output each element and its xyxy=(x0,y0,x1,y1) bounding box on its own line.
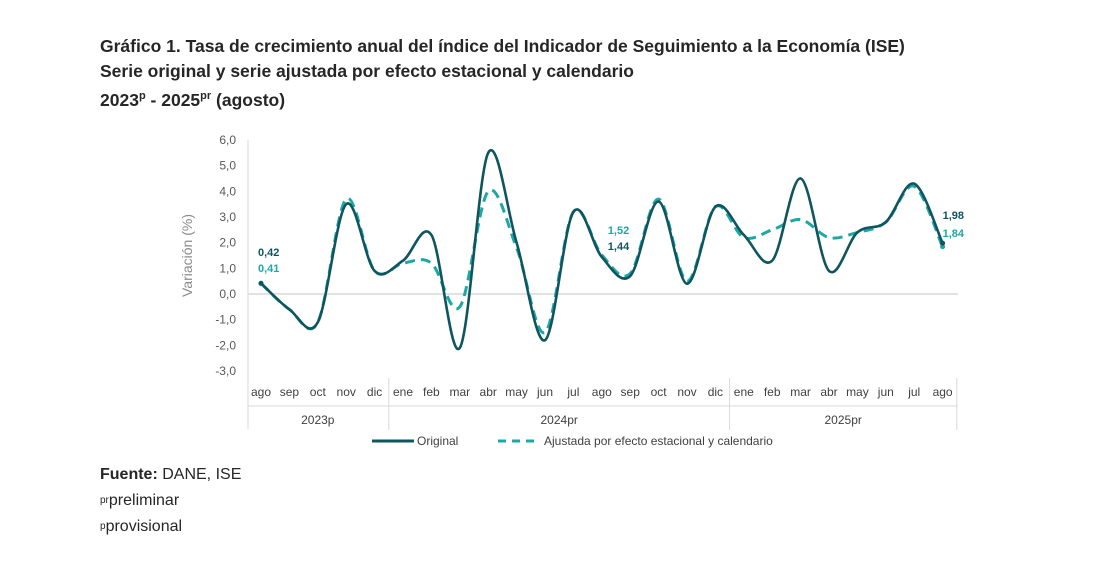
x-tick-label: mar xyxy=(449,385,470,399)
y-tick-label: 2,0 xyxy=(219,236,236,250)
source-notes: Fuente: DANE, ISE prpreliminar pprovisio… xyxy=(100,462,241,540)
x-tick-label: may xyxy=(846,385,869,399)
x-tick-label: dic xyxy=(367,385,382,399)
x-tick-label: nov xyxy=(337,385,356,399)
title-line-1: Gráfico 1. Tasa de crecimiento anual del… xyxy=(100,36,905,56)
data-label: 1,84 xyxy=(943,228,965,240)
chart-title: Gráfico 1. Tasa de crecimiento anual del… xyxy=(100,34,905,113)
endpoint-marker xyxy=(940,240,946,246)
year-group-label: 2025pr xyxy=(825,413,862,427)
series-line-original xyxy=(260,149,944,351)
x-tick-label: mar xyxy=(790,385,811,399)
y-tick-label: 0,0 xyxy=(219,287,236,301)
data-label: 1,44 xyxy=(608,241,630,253)
y-tick-label: 1,0 xyxy=(219,261,236,275)
x-tick-label: jul xyxy=(907,385,920,399)
data-label: 0,42 xyxy=(258,247,279,259)
legend-label-ajustada: Ajustada por efecto estacional y calenda… xyxy=(544,434,773,448)
series-line-ajustada xyxy=(259,184,944,335)
x-tick-label: feb xyxy=(764,385,781,399)
y-tick-label: -3,0 xyxy=(215,364,236,378)
data-label: 1,52 xyxy=(608,225,629,237)
y-tick-label: -2,0 xyxy=(215,338,236,352)
y-tick-label: 5,0 xyxy=(219,159,236,173)
x-tick-label: ago xyxy=(933,385,953,399)
x-tick-label: sep xyxy=(621,385,641,399)
note-preliminar: prpreliminar xyxy=(100,492,180,509)
y-tick-label: 6,0 xyxy=(219,133,236,147)
x-tick-label: ago xyxy=(251,385,271,399)
title-line-2: Serie original y serie ajustada por efec… xyxy=(100,61,634,81)
x-tick-label: ago xyxy=(592,385,612,399)
data-label: 0,41 xyxy=(258,263,279,275)
y-tick-label: -1,0 xyxy=(215,313,236,327)
data-label: 1,98 xyxy=(943,210,964,222)
x-tick-label: oct xyxy=(651,385,668,399)
endpoint-marker xyxy=(258,280,264,286)
x-tick-label: jun xyxy=(536,385,553,399)
x-tick-label: dic xyxy=(708,385,723,399)
x-tick-label: oct xyxy=(310,385,327,399)
x-tick-label: ene xyxy=(734,385,754,399)
x-tick-label: abr xyxy=(480,385,497,399)
x-tick-label: jul xyxy=(566,385,579,399)
endpoint-marker xyxy=(940,244,946,250)
x-tick-label: sep xyxy=(280,385,300,399)
title-line-3: 2023p - 2025pr (agosto) xyxy=(100,89,286,110)
source-line: Fuente: DANE, ISE xyxy=(100,466,242,483)
x-tick-label: ene xyxy=(393,385,413,399)
x-tick-label: nov xyxy=(677,385,696,399)
y-axis-title: Variación (%) xyxy=(179,214,195,297)
x-tick-label: abr xyxy=(820,385,837,399)
y-tick-label: 4,0 xyxy=(219,184,236,198)
legend-label-original: Original xyxy=(417,434,458,448)
note-provisional: pprovisional xyxy=(100,518,183,535)
year-group-label: 2024pr xyxy=(541,413,578,427)
x-tick-label: jun xyxy=(877,385,894,399)
x-tick-label: may xyxy=(505,385,528,399)
y-tick-label: 3,0 xyxy=(219,210,236,224)
x-tick-label: feb xyxy=(423,385,440,399)
year-group-label: 2023p xyxy=(301,413,335,427)
